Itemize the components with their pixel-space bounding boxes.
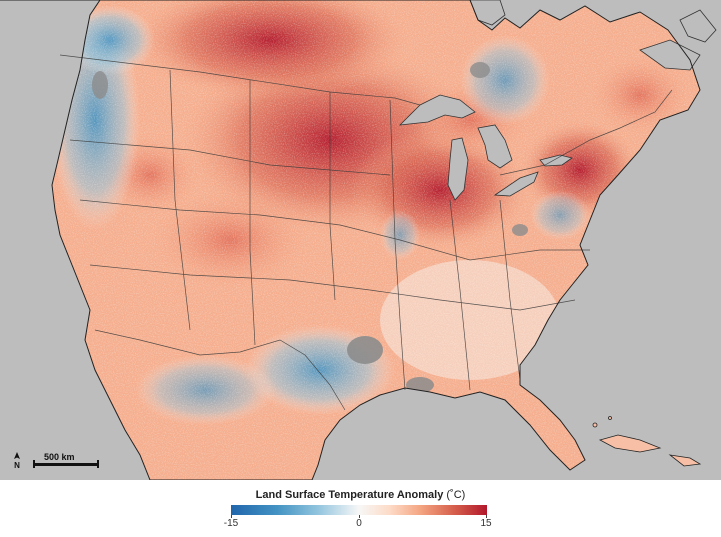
scale-bar-line <box>34 463 98 466</box>
caribbean-islands <box>592 416 702 467</box>
legend-title: Land Surface Temperature Anomaly (˚C) <box>0 489 721 501</box>
great-lakes <box>398 94 573 201</box>
legend-unit: (˚C) <box>446 489 466 501</box>
lake-erie <box>493 171 539 197</box>
atlantic-islands <box>679 9 717 43</box>
scale-bar-label: 500 km <box>44 452 75 462</box>
legend-tick-mid <box>359 515 360 518</box>
gulf-st-lawrence <box>639 39 701 71</box>
legend-title-text: Land Surface Temperature Anomaly <box>255 489 444 501</box>
legend-label-max: 15 <box>480 518 492 529</box>
lake-superior <box>398 94 476 126</box>
lake-huron <box>477 124 513 169</box>
legend: Land Surface Temperature Anomaly (˚C) -1… <box>0 480 721 537</box>
legend-label-min: -15 <box>223 518 239 529</box>
scale-bar-tick-right <box>97 460 99 468</box>
legend-tick-min <box>231 515 232 518</box>
north-label: N <box>14 461 20 470</box>
political-borders <box>59 54 673 411</box>
scale-bar: 500 km <box>30 452 110 470</box>
lake-michigan <box>447 137 469 201</box>
legend-label-mid: 0 <box>356 518 362 529</box>
legend-tick-max <box>486 515 487 518</box>
north-arrow-icon: N <box>14 452 20 470</box>
legend-color-bar <box>231 505 487 515</box>
temperature-anomaly-map <box>0 0 721 480</box>
